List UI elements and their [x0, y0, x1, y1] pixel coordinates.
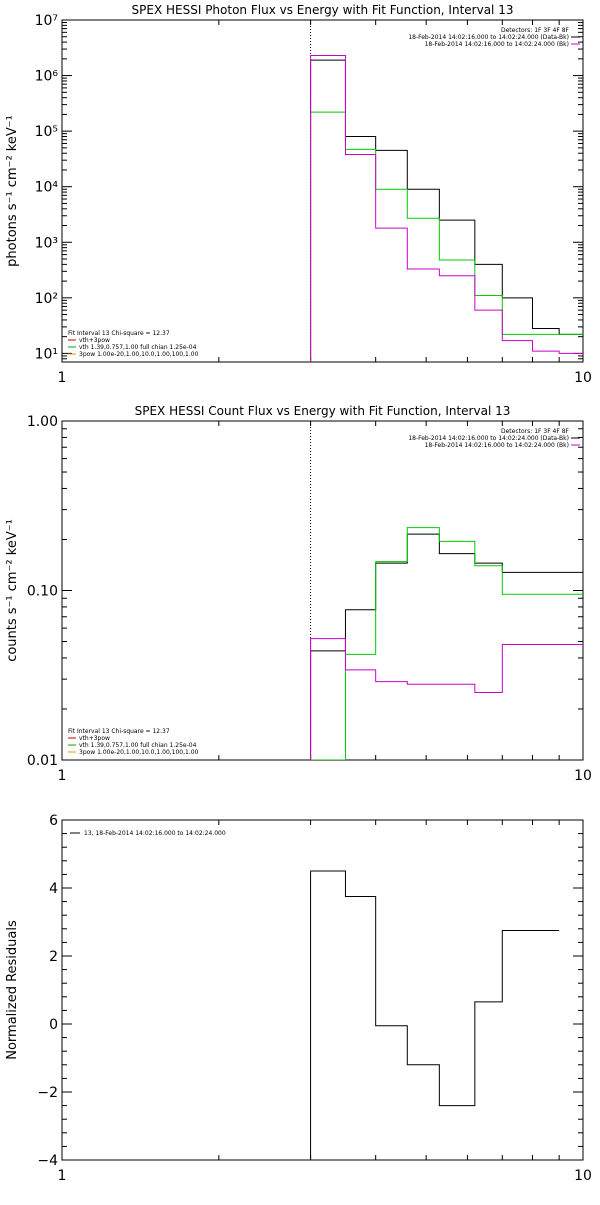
y-tick-label: 4 — [49, 881, 58, 897]
x-tick-label: 1 — [58, 370, 67, 386]
legend-bl-entry: vth+3pow — [79, 337, 110, 344]
legend-bl-entry: 3pow 1.00e-20,1.00,10.0,1.00,100,1.00 — [79, 749, 199, 756]
legend-bl-entry: 3pow 1.00e-20,1.00,10.0,1.00,100,1.00 — [79, 351, 199, 358]
y-tick-label: 1.00 — [27, 414, 58, 430]
y-tick-label: 0.01 — [27, 753, 58, 769]
legend-bl-entry: Fit Interval 13 Chi-square = 12.37 — [68, 330, 170, 337]
plot-frame-2 — [61, 420, 584, 761]
series-1-bk — [310, 54, 583, 362]
legend-tr-entry: 18-Feb-2014 14:02:16.000 to 14:02:24.000… — [425, 442, 569, 449]
series-2-data-bk — [310, 533, 583, 760]
legend-bl-entry: Fit Interval 13 Chi-square = 12.37 — [68, 728, 170, 735]
y-tick-label: 0 — [49, 1017, 58, 1033]
y-tick-label: −2 — [37, 1085, 58, 1101]
x-tick-label: 10 — [574, 1168, 592, 1184]
legend-tl-entry: 13, 18-Feb-2014 14:02:16.000 to 14:02:24… — [84, 830, 226, 837]
y-tick-label: 10⁴ — [35, 180, 59, 196]
legend-tr-entry: Detectors: 1F 3F 4F 8F — [501, 428, 570, 435]
chart-title-2: SPEX HESSI Count Flux vs Energy with Fit… — [135, 404, 511, 418]
y-axis-label-2: counts s⁻¹ cm⁻² keV⁻¹ — [5, 519, 20, 662]
y-axis-label-1: photons s⁻¹ cm⁻² keV⁻¹ — [5, 115, 20, 267]
legend-tr-entry: 18-Feb-2014 14:02:16.000 to 14:02:24.000… — [425, 41, 569, 48]
chart-title-1: SPEX HESSI Photon Flux vs Energy with Fi… — [132, 3, 514, 17]
legend-tr-entry: 18-Feb-2014 14:02:16.000 to 14:02:24.000… — [408, 435, 569, 442]
series-2-vth-3pow — [310, 527, 583, 760]
x-tick-label: 10 — [574, 370, 592, 386]
x-tick-label: 10 — [574, 768, 592, 784]
y-tick-label: 10⁶ — [35, 69, 59, 85]
y-tick-label: 10¹ — [35, 346, 58, 362]
legend-tr-entry: Detectors: 1F 3F 4F 8F — [501, 27, 570, 34]
y-tick-label: 10³ — [35, 235, 58, 251]
series-1-data-bk — [310, 59, 583, 362]
series-2-bk — [310, 638, 583, 760]
y-tick-label: −4 — [37, 1153, 58, 1169]
y-tick-label: 10⁷ — [35, 13, 58, 29]
y-tick-label: 10⁵ — [35, 124, 58, 140]
legend-bl-entry: vth+3pow — [79, 735, 110, 742]
legend-bl-entry: vth 1.39,0.757,1.00 full chian 1.25e-04 — [79, 742, 197, 749]
legend-bl-entry: vth 1.39,0.757,1.00 full chian 1.25e-04 — [79, 344, 197, 351]
y-tick-label: 10² — [35, 291, 58, 307]
series-3-13-18-feb-2014-14-02-16-000-to-14-02-24-000 — [310, 870, 560, 1160]
y-tick-label: 6 — [49, 813, 58, 829]
y-axis-label-3: Normalized Residuals — [5, 920, 20, 1060]
plot-frame-3 — [61, 819, 584, 1161]
y-tick-label: 2 — [49, 949, 58, 965]
plot-frame-1 — [61, 19, 584, 363]
legend-tr-entry: 18-Feb-2014 14:02:16.000 to 14:02:24.000… — [408, 34, 569, 41]
x-tick-label: 1 — [58, 768, 67, 784]
x-tick-label: 1 — [58, 1168, 67, 1184]
y-tick-label: 0.10 — [27, 584, 58, 600]
series-1-vth-3pow — [310, 111, 583, 362]
